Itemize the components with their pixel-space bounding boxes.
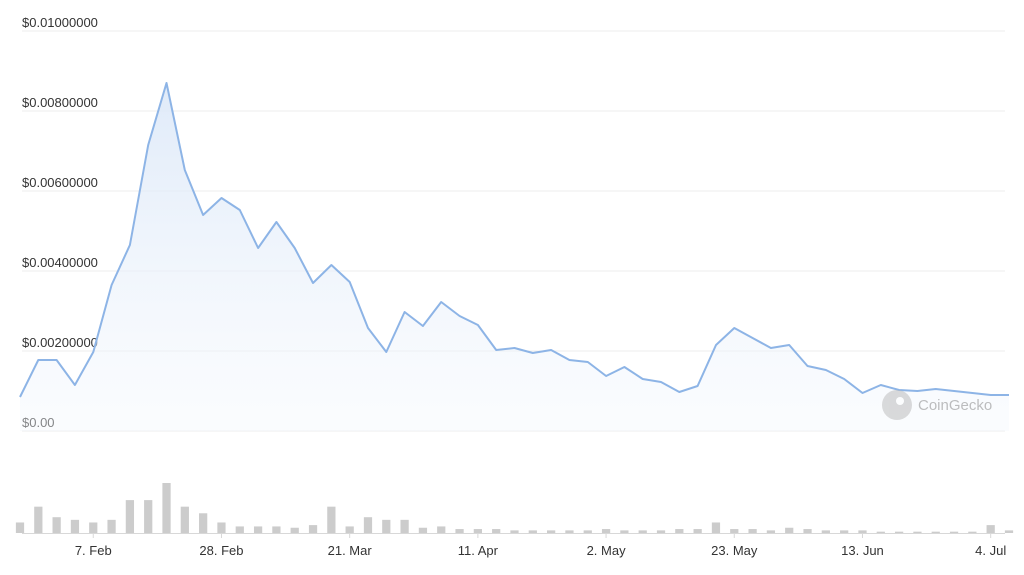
volume-bar	[711, 522, 721, 533]
watermark-logo	[882, 390, 912, 420]
volume-bar	[473, 529, 482, 533]
volume-bar	[1004, 530, 1014, 533]
volume-bar	[125, 500, 135, 533]
volume-bar	[785, 527, 794, 533]
volume-bar	[583, 530, 592, 533]
volume-bar	[821, 530, 830, 533]
volume-bar	[70, 519, 80, 533]
volume-bar	[180, 506, 189, 533]
volume-bar	[638, 530, 647, 533]
volume-bar	[986, 525, 995, 533]
y-tick-label: $0.00800000	[22, 95, 98, 110]
volume-bar	[327, 506, 336, 533]
volume-bar	[931, 531, 940, 533]
volume-bar	[528, 530, 537, 533]
volume-bar	[345, 526, 354, 533]
watermark-text: CoinGecko	[918, 397, 992, 414]
volume-bar	[693, 529, 702, 533]
volume-bar	[34, 506, 43, 533]
volume-bar	[235, 526, 244, 533]
volume-bar	[363, 517, 373, 533]
x-tick-label: 7. Feb	[75, 543, 112, 558]
x-tick-label: 2. May	[587, 543, 627, 558]
volume-bar	[913, 531, 922, 533]
x-tick-label: 11. Apr	[458, 543, 499, 558]
plot-layer: $0.00$0.00200000$0.00400000$0.00600000$0…	[15, 15, 1014, 558]
price-line	[19, 82, 1009, 398]
volume-bar	[748, 529, 757, 533]
volume-bar	[492, 529, 501, 533]
volume-bar	[858, 530, 867, 533]
x-tick-label: 28. Feb	[199, 543, 243, 558]
volume-bar	[766, 530, 776, 533]
volume-bar	[656, 530, 666, 533]
volume-bar	[253, 526, 263, 533]
volume-bar	[418, 527, 428, 533]
volume-bar	[52, 517, 61, 533]
volume-bar	[876, 531, 885, 533]
watermark: CoinGecko	[882, 390, 992, 420]
volume-bar	[400, 519, 409, 533]
volume-bar	[949, 531, 959, 533]
x-tick-label: 21. Mar	[328, 543, 373, 558]
x-tick-label: 13. Jun	[841, 543, 884, 558]
volume-bar	[601, 529, 611, 533]
volume-bar	[455, 529, 464, 533]
volume-bar	[968, 531, 977, 533]
volume-bar	[437, 526, 446, 533]
volume-bar	[675, 529, 684, 533]
volume-bar	[620, 530, 629, 533]
volume-bar	[199, 513, 208, 533]
watermark-logo-eye	[896, 397, 904, 405]
volume-bar	[840, 530, 849, 533]
price-area	[20, 83, 1009, 431]
volume-bar	[272, 526, 281, 533]
volume-bar	[290, 527, 299, 533]
volume-bar	[510, 530, 519, 533]
volume-bar	[308, 525, 318, 533]
volume-bar	[547, 530, 556, 533]
y-tick-label: $0.00600000	[22, 175, 98, 190]
y-tick-label: $0.00200000	[22, 335, 98, 350]
volume-bar	[107, 519, 116, 533]
y-tick-label: $0.00400000	[22, 255, 98, 270]
volume-bar	[803, 529, 812, 533]
volume-bar	[15, 522, 25, 533]
volume-bar	[217, 522, 226, 533]
volume-bar	[89, 522, 98, 533]
volume-bar	[894, 531, 904, 533]
volume-bar	[144, 500, 153, 533]
volume-bar	[382, 519, 391, 533]
x-tick-label: 23. May	[711, 543, 758, 558]
volume-bar	[730, 529, 739, 533]
volume-bar	[565, 530, 574, 533]
x-tick-label: 4. Jul	[975, 543, 1006, 558]
volume-bar	[162, 483, 171, 533]
y-tick-label: $0.01000000	[22, 15, 98, 30]
